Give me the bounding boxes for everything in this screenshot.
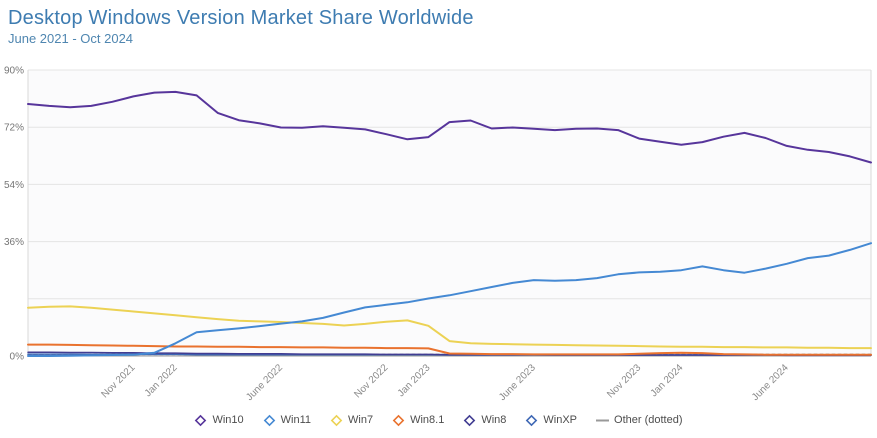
- x-tick-label: Nov 2022: [352, 362, 390, 400]
- diamond-glyph: [392, 414, 405, 426]
- x-tick-label: June 2023: [497, 362, 538, 403]
- x-tick-label: June 2024: [750, 362, 791, 403]
- diamond-glyph: [195, 414, 207, 426]
- series-line-win11: [27, 242, 872, 357]
- diamond-glyph: [263, 414, 275, 426]
- legend-dash-icon: [596, 419, 610, 421]
- chart-title: Desktop Windows Version Market Share Wor…: [8, 7, 474, 29]
- legend-item-winxp: WinXP: [525, 414, 577, 427]
- y-tick-label: 90%: [4, 66, 24, 77]
- diamond-glyph: [464, 414, 476, 426]
- legend-item-win7: Win7: [330, 414, 373, 427]
- chart-header: Desktop Windows Version Market Share Wor…: [0, 0, 877, 47]
- series-line-win10: [27, 90, 872, 164]
- legend-label: Win11: [280, 414, 312, 426]
- y-tick-label: 36%: [4, 237, 24, 248]
- chart-subtitle: June 2021 - Oct 2024: [8, 31, 134, 46]
- x-tick-label: Nov 2021: [99, 362, 137, 400]
- x-tick-label: Nov 2023: [605, 362, 643, 400]
- legend-item-other: Other (dotted): [596, 414, 683, 427]
- legend-label: Win8: [481, 414, 507, 426]
- legend: Win10 Win11 Win7 Win8.1 Win8 WinXP Other (dott…: [0, 406, 877, 434]
- legend-item-win8: Win8: [463, 414, 506, 427]
- diamond-glyph: [330, 414, 343, 426]
- x-tick-label: June 2022: [244, 362, 285, 403]
- chart-area: 0% 36% 54% 72% 90% Nov 2021 Jan 2022 June 2022 N…: [0, 60, 877, 405]
- legend-label: Win8.1: [410, 414, 445, 426]
- legend-item-win81: Win8.1: [392, 414, 444, 427]
- y-tick-label: 54%: [4, 180, 24, 191]
- legend-diamond-icon: [263, 414, 275, 426]
- series-line-win7: [27, 305, 872, 350]
- legend-item-win11: Win11: [263, 414, 311, 427]
- legend-diamond-icon: [330, 414, 343, 426]
- legend-label: WinXP: [543, 414, 578, 426]
- x-tick-label: Jan 2022: [143, 362, 180, 399]
- y-tick-label: 0%: [10, 352, 25, 363]
- line-chart: 0% 36% 54% 72% 90% Nov 2021 Jan 2022 June 2022 N…: [4, 66, 872, 403]
- x-tick-label: Jan 2024: [649, 362, 686, 399]
- legend-diamond-icon: [526, 414, 538, 426]
- legend-diamond-icon: [195, 414, 207, 426]
- plot-background: [28, 70, 871, 356]
- x-tick-label: Jan 2023: [396, 362, 433, 399]
- legend-label: Win7: [348, 414, 374, 426]
- legend-label: Other (dotted): [614, 414, 683, 426]
- legend-label: Win10: [212, 414, 244, 426]
- legend-diamond-icon: [464, 414, 476, 426]
- legend-item-win10: Win10: [194, 414, 244, 427]
- legend-diamond-icon: [392, 414, 405, 426]
- y-tick-label: 72%: [4, 123, 24, 134]
- diamond-glyph: [526, 414, 538, 426]
